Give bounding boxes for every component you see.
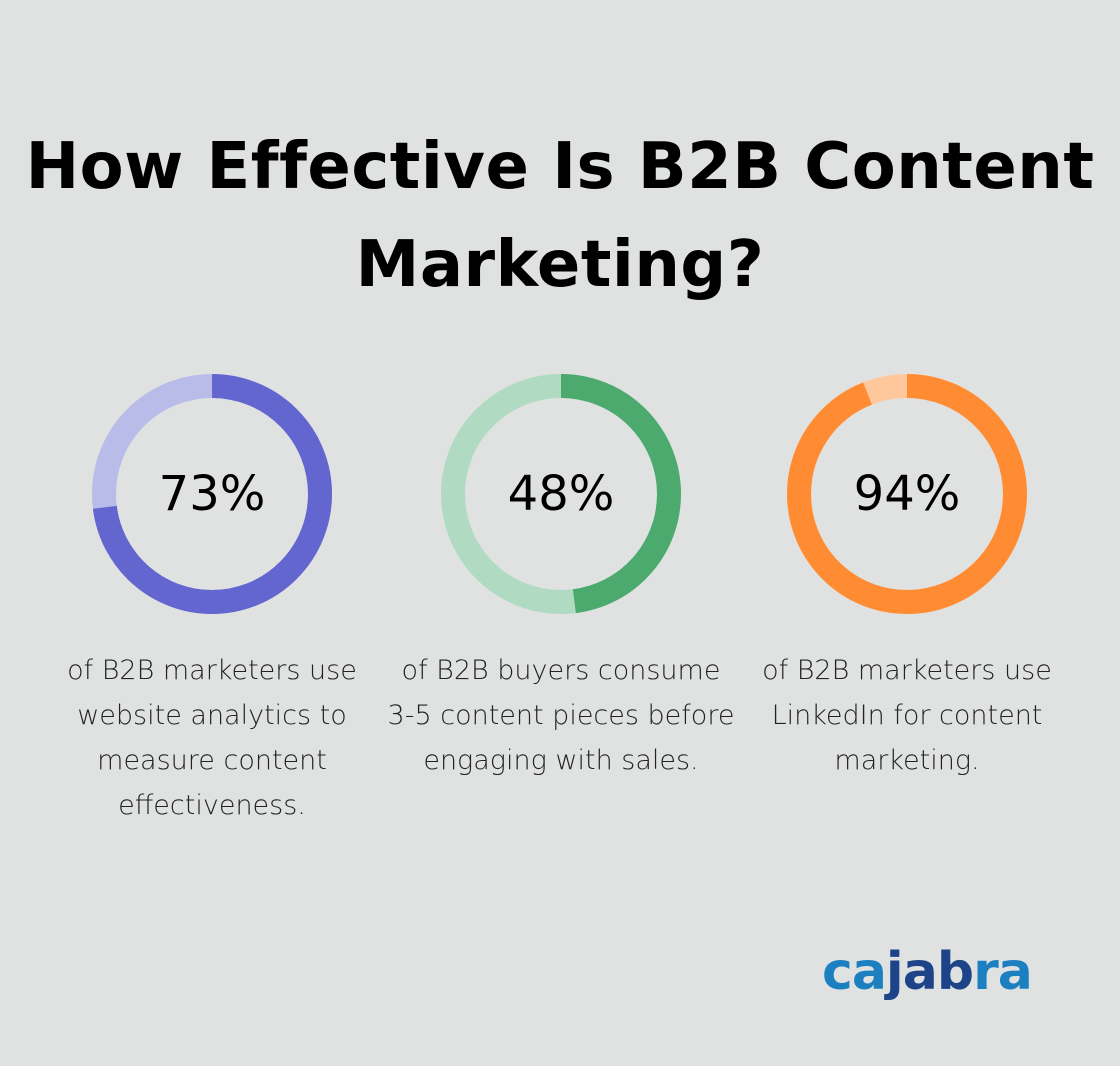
donut-chart bbox=[92, 374, 332, 614]
stat-description: of B2B marketers use website analytics t… bbox=[67, 655, 357, 821]
logo-part: jab bbox=[885, 942, 974, 1002]
percentage-label: 73% bbox=[158, 466, 266, 522]
stat-description: of B2B marketers use LinkedIn for conten… bbox=[762, 655, 1052, 776]
logo-part: ca bbox=[822, 942, 887, 1002]
donut-chart bbox=[441, 374, 681, 614]
donut-value-arc bbox=[441, 374, 681, 614]
donut-value-arc bbox=[787, 374, 1027, 614]
donut-value-arc bbox=[92, 374, 332, 614]
page-title: How Effective Is B2B Content Marketing? bbox=[25, 130, 1095, 302]
stat-description: of B2B buyers consume 3-5 content pieces… bbox=[387, 655, 735, 776]
percentage-label: 94% bbox=[853, 466, 961, 522]
logo-part: ra bbox=[973, 942, 1033, 1002]
percentage-label: 48% bbox=[507, 466, 615, 522]
cajabra-logo: cajabra bbox=[822, 937, 1033, 1007]
donut-chart bbox=[787, 374, 1027, 614]
